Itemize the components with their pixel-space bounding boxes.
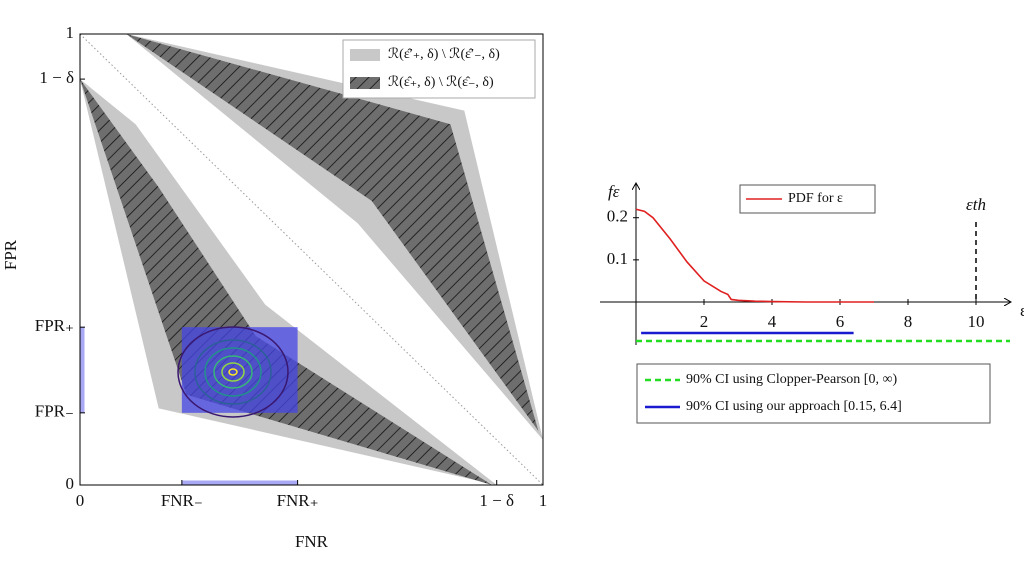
region xyxy=(126,34,539,431)
legend-swatch xyxy=(350,77,380,89)
y-tick-label: 0 xyxy=(66,474,75,493)
plot-frame xyxy=(79,33,544,486)
y-axis-title: FPR xyxy=(1,239,20,270)
ci-legend-label: 90% CI using Clopper-Pearson [0, ∞) xyxy=(686,372,897,387)
x-tick-label: 10 xyxy=(968,312,985,331)
y-tick-label: 1 xyxy=(66,23,75,42)
x-tick-label: FNR₋ xyxy=(161,491,203,510)
y-tick-label: FPR₋ xyxy=(35,402,74,421)
x-tick-label: FNR₊ xyxy=(277,491,319,510)
ci-legend-label: 90% CI using our approach [0.15, 6.4] xyxy=(686,399,902,414)
left-chart: 0 FNR₋ FNR₊ 1 − δ 1 0 FPR₋ FPR₊ 1 − δ 1 FNR FPR ℛ(ε̂… xyxy=(1,23,547,551)
legend-label: PDF for ε xyxy=(788,191,843,206)
right-chart: 2 4 6 8 10 0.1 0.2 ε fε PDF for ε εth 90% CI using … xyxy=(600,182,1024,424)
y-tick-label: 0.2 xyxy=(607,207,628,226)
x-tick-label: 4 xyxy=(768,312,777,331)
x-tick-label: 0 xyxy=(76,491,85,510)
x-tick-label: 1 − δ xyxy=(479,491,514,510)
pdf-line xyxy=(635,208,874,303)
legend-label: ℛ(ε̂₊, δ) \ ℛ(ε̂₋, δ) xyxy=(388,75,494,90)
x-axis-title: FNR xyxy=(295,532,329,551)
y-axis-title: fε xyxy=(608,182,620,201)
x-tick-label: 2 xyxy=(700,312,709,331)
y-tick-label: FPR₊ xyxy=(35,316,74,335)
ci-legend-box xyxy=(636,363,991,424)
contours xyxy=(177,326,289,418)
threshold-label: εth xyxy=(966,195,986,214)
legend-swatch xyxy=(350,49,380,61)
y-tick-label: 0.1 xyxy=(607,249,628,268)
y-tick-label: 1 − δ xyxy=(39,68,74,87)
legend-label: ℛ(ε̂′₊, δ) \ ℛ(ε̂′₋, δ) xyxy=(388,47,500,62)
x-tick-label: 6 xyxy=(836,312,845,331)
x-tick-label: 8 xyxy=(904,312,913,331)
x-axis-title: ε xyxy=(1020,301,1024,320)
x-tick-label: 1 xyxy=(539,491,548,510)
